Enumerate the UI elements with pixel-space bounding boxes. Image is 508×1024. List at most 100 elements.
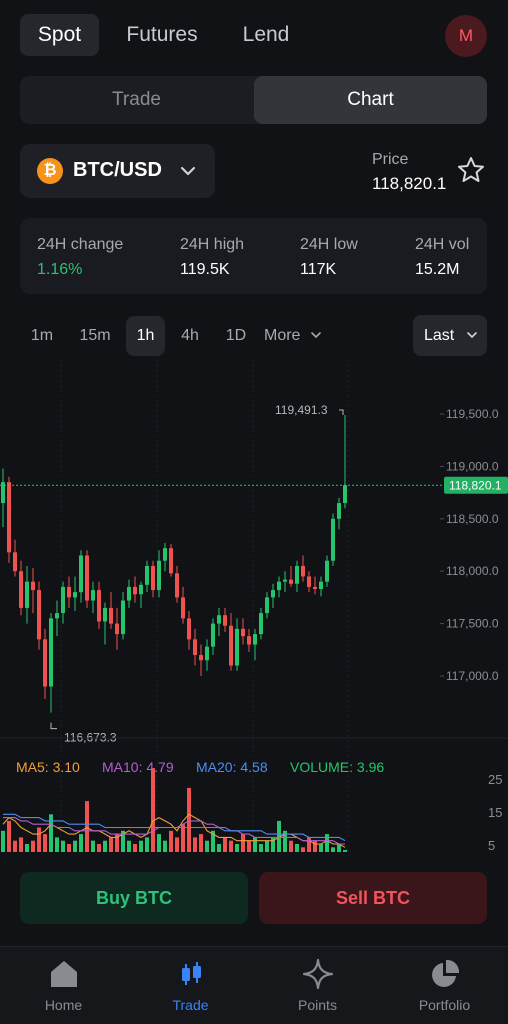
- volume-bar: [187, 787, 191, 852]
- candle-body: [145, 565, 149, 585]
- volume-bar: [313, 840, 317, 852]
- candle-body: [127, 586, 131, 601]
- candle-body: [115, 623, 119, 635]
- candle-body: [133, 586, 137, 595]
- candle-body: [325, 560, 329, 582]
- nav-portfolio[interactable]: Portfolio: [381, 947, 508, 1024]
- volume-bar: [277, 820, 281, 852]
- candle-body: [259, 613, 263, 635]
- candle-body: [235, 628, 239, 666]
- volume-bar: [55, 837, 59, 852]
- volume-bar: [181, 824, 185, 852]
- y-tick-label: 118,000.0: [446, 564, 499, 578]
- volume-bar: [211, 830, 215, 852]
- volume-bar: [223, 837, 227, 852]
- favorite-star-icon[interactable]: [456, 155, 486, 185]
- nav-trade[interactable]: Trade: [127, 947, 254, 1024]
- market-stats-card: 24H change 1.16% 24H high 119.5K 24H low…: [20, 218, 487, 294]
- candle-body: [331, 518, 335, 561]
- candle-body: [229, 625, 233, 666]
- candle-body: [217, 615, 221, 624]
- candle-body: [169, 548, 173, 574]
- candle-body: [25, 581, 29, 608]
- price-chart[interactable]: 119,500.0 119,000.0 118,500.0 118,000.0 117,…: [0, 360, 508, 860]
- volume-bar: [289, 840, 293, 852]
- volume-bar: [253, 837, 257, 852]
- avatar[interactable]: M: [445, 15, 487, 57]
- tab-lend[interactable]: Lend: [242, 23, 290, 46]
- candle-body: [241, 628, 245, 637]
- candle-body: [181, 597, 185, 619]
- stat-label-low: 24H low: [300, 236, 358, 253]
- volume-bar: [205, 840, 209, 852]
- volume-tick-15: 15: [488, 805, 503, 820]
- nav-home[interactable]: Home: [0, 947, 127, 1024]
- candle-body: [271, 590, 275, 598]
- interval-more[interactable]: More: [264, 316, 334, 356]
- interval-4h[interactable]: 4h: [181, 327, 199, 344]
- candle-body: [295, 565, 299, 584]
- candle-body: [61, 586, 65, 614]
- tab-futures[interactable]: Futures: [126, 23, 198, 46]
- trade-toggle-button[interactable]: Trade: [112, 89, 161, 110]
- volume-bars: [1, 768, 347, 852]
- candle-body: [109, 607, 113, 624]
- nav-points-label: Points: [298, 997, 337, 1013]
- nav-points[interactable]: Points: [254, 947, 381, 1024]
- chart-toggle-button[interactable]: Chart: [254, 76, 487, 124]
- pair-name: BTC/USD: [73, 159, 162, 181]
- pair-selector[interactable]: ₿ BTC/USD: [20, 144, 215, 198]
- interval-15m[interactable]: 15m: [79, 327, 111, 344]
- tab-spot[interactable]: Spot: [20, 14, 99, 56]
- volume-bar: [121, 830, 125, 852]
- sell-button[interactable]: Sell BTC: [259, 872, 487, 924]
- volume-bar: [97, 844, 101, 852]
- stat-value-low: 117K: [300, 261, 337, 278]
- volume-bar: [67, 844, 71, 852]
- volume-label: VOLUME: 3.96: [290, 759, 385, 775]
- sparkle-icon: [302, 958, 334, 990]
- candle-body: [67, 586, 71, 598]
- buy-button[interactable]: Buy BTC: [20, 872, 248, 924]
- interval-1m[interactable]: 1m: [30, 327, 54, 344]
- candle-body: [31, 581, 35, 591]
- volume-bar: [193, 837, 197, 852]
- candle-body: [37, 590, 41, 640]
- volume-bar: [1, 830, 5, 852]
- volume-bar: [199, 834, 203, 852]
- high-price-label: 119,491.3: [275, 403, 328, 417]
- stat-label-change: 24H change: [37, 236, 124, 253]
- candle-body: [55, 613, 59, 619]
- volume-bar: [79, 834, 83, 852]
- volume-bar: [217, 844, 221, 852]
- y-tick-label: 117,500.0: [446, 617, 499, 631]
- volume-bar: [25, 844, 29, 852]
- candle-body: [199, 655, 203, 661]
- volume-bar: [229, 840, 233, 852]
- volume-bar: [271, 837, 275, 852]
- ma20-line: [3, 813, 346, 842]
- interval-1d[interactable]: 1D: [225, 327, 247, 344]
- interval-1h[interactable]: 1h: [126, 316, 165, 356]
- volume-bar: [325, 834, 329, 852]
- volume-bar: [49, 814, 53, 852]
- low-price-marker: [50, 722, 57, 730]
- volume-bar: [307, 837, 311, 852]
- volume-bar: [343, 850, 347, 852]
- volume-tick-5: 5: [488, 838, 496, 853]
- nav-trade-label: Trade: [172, 997, 209, 1013]
- candle-body: [223, 615, 227, 626]
- stat-label-vol: 24H vol: [415, 236, 470, 253]
- pie-chart-icon: [432, 959, 460, 987]
- high-price-marker: [339, 409, 344, 415]
- volume-bar: [241, 834, 245, 852]
- candle-body: [73, 592, 77, 598]
- candle-body: [13, 552, 17, 572]
- volume-bar: [103, 840, 107, 852]
- volume-bar: [73, 840, 77, 852]
- chevron-down-icon: [180, 166, 196, 176]
- volume-bar: [61, 840, 65, 852]
- price-type-select[interactable]: Last: [413, 315, 487, 356]
- volume-bar: [139, 840, 143, 852]
- price-value: 118,820.1: [372, 174, 447, 193]
